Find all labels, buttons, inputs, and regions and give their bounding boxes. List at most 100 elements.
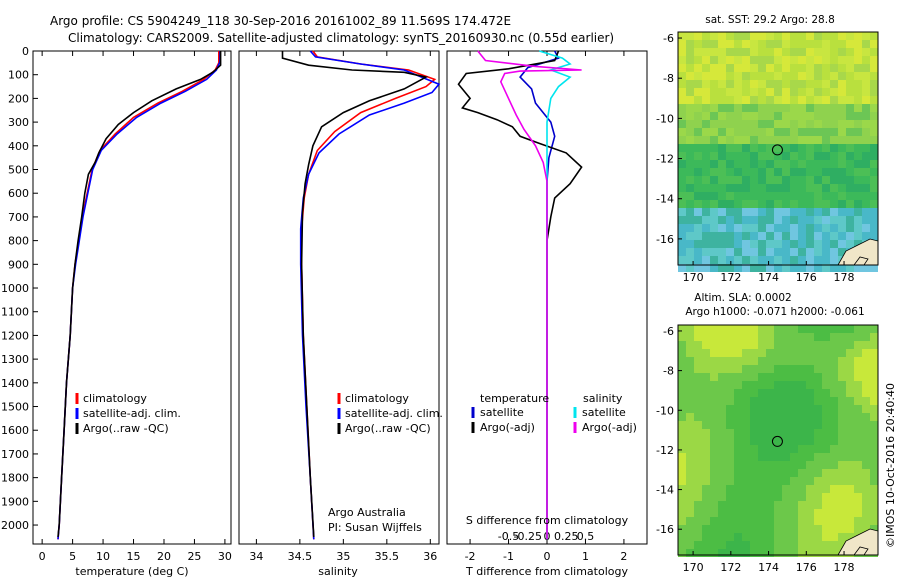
heatmap-cell bbox=[806, 80, 814, 88]
heatmap-cell bbox=[702, 533, 710, 541]
y-tick-label: 700 bbox=[8, 211, 29, 224]
heatmap-cell bbox=[806, 413, 814, 421]
y-tick-label: 900 bbox=[8, 258, 29, 271]
heatmap-cell bbox=[734, 533, 742, 541]
heatmap-cell bbox=[742, 397, 750, 405]
heatmap-cell bbox=[798, 56, 806, 64]
heatmap-cell bbox=[790, 469, 798, 477]
heatmap-cell bbox=[830, 397, 838, 405]
heatmap-cell bbox=[790, 48, 798, 56]
legend-label: satellite bbox=[480, 406, 524, 419]
heatmap-cell bbox=[830, 32, 838, 40]
heatmap-cell bbox=[854, 200, 862, 208]
heatmap-cell bbox=[774, 56, 782, 64]
heatmap-cell bbox=[694, 248, 702, 256]
heatmap-cell bbox=[750, 437, 758, 445]
heatmap-cell bbox=[798, 88, 806, 96]
heatmap-cell bbox=[854, 461, 862, 469]
heatmap-cell bbox=[742, 501, 750, 509]
heatmap-cell bbox=[758, 208, 766, 216]
heatmap-cell bbox=[766, 365, 774, 373]
heatmap-cell bbox=[774, 32, 782, 40]
heatmap-cell bbox=[758, 80, 766, 88]
heatmap-cell bbox=[822, 152, 830, 160]
heatmap-cell bbox=[870, 120, 878, 128]
heatmap-cell bbox=[830, 48, 838, 56]
heatmap-cell bbox=[830, 533, 838, 541]
heatmap-cell bbox=[798, 40, 806, 48]
heatmap-cell bbox=[678, 413, 686, 421]
heatmap-cell bbox=[726, 525, 734, 533]
heatmap-cell bbox=[854, 104, 862, 112]
salinity-lines bbox=[281, 50, 441, 540]
heatmap-cell bbox=[798, 549, 806, 557]
heatmap-cell bbox=[686, 152, 694, 160]
heatmap-cell bbox=[838, 333, 846, 341]
heatmap-cell bbox=[822, 256, 830, 264]
heatmap-cell bbox=[702, 413, 710, 421]
heatmap-cell bbox=[862, 381, 870, 389]
heatmap-cell bbox=[758, 349, 766, 357]
heatmap-cell bbox=[694, 64, 702, 72]
heatmap-cell bbox=[846, 413, 854, 421]
heatmap-cell bbox=[790, 224, 798, 232]
heatmap-cell bbox=[846, 208, 854, 216]
heatmap-cell bbox=[750, 112, 758, 120]
heatmap-cell bbox=[758, 469, 766, 477]
heatmap-cell bbox=[846, 264, 854, 272]
series-line-satellite-adj-clim- bbox=[299, 50, 441, 540]
heatmap-cell bbox=[750, 397, 758, 405]
heatmap-cell bbox=[822, 32, 830, 40]
heatmap-cell bbox=[854, 365, 862, 373]
heatmap-cell bbox=[822, 413, 830, 421]
heatmap-cell bbox=[718, 549, 726, 557]
heatmap-cell bbox=[742, 32, 750, 40]
heatmap-cell bbox=[862, 216, 870, 224]
heatmap-cell bbox=[742, 461, 750, 469]
heatmap-cell bbox=[862, 72, 870, 80]
heatmap-cell bbox=[790, 200, 798, 208]
heatmap-cell bbox=[726, 533, 734, 541]
heatmap-cell bbox=[710, 264, 718, 272]
heatmap-cell bbox=[766, 405, 774, 413]
heatmap-cell bbox=[694, 477, 702, 485]
heatmap-cell bbox=[742, 144, 750, 152]
heatmap-cell bbox=[734, 437, 742, 445]
heatmap-cell bbox=[790, 216, 798, 224]
heatmap-cell bbox=[790, 485, 798, 493]
heatmap-cell bbox=[726, 445, 734, 453]
heatmap-cell bbox=[838, 248, 846, 256]
heatmap-cell bbox=[718, 40, 726, 48]
argo-australia-note: Argo Australia bbox=[328, 506, 406, 519]
heatmap-cell bbox=[758, 104, 766, 112]
heatmap-cell bbox=[782, 485, 790, 493]
heatmap-cell bbox=[734, 48, 742, 56]
heatmap-cell bbox=[734, 373, 742, 381]
heatmap-cell bbox=[742, 349, 750, 357]
heatmap-cell bbox=[854, 224, 862, 232]
heatmap-cell bbox=[798, 349, 806, 357]
heatmap-cell bbox=[702, 373, 710, 381]
heatmap-cell bbox=[790, 152, 798, 160]
heatmap-cell bbox=[798, 200, 806, 208]
heatmap-cell bbox=[774, 64, 782, 72]
heatmap-cell bbox=[838, 264, 846, 272]
heatmap-cell bbox=[830, 224, 838, 232]
heatmap-cell bbox=[702, 48, 710, 56]
heatmap-cell bbox=[718, 373, 726, 381]
heatmap-cell bbox=[798, 72, 806, 80]
heatmap-cell bbox=[742, 453, 750, 461]
x-tick-label: 0 bbox=[544, 550, 551, 563]
heatmap-cell bbox=[862, 493, 870, 501]
heatmap-cell bbox=[846, 32, 854, 40]
heatmap-cell bbox=[702, 128, 710, 136]
heatmap-cell bbox=[694, 96, 702, 104]
heatmap-cell bbox=[710, 341, 718, 349]
heatmap-cell bbox=[718, 136, 726, 144]
y-tick-label: 1800 bbox=[1, 472, 29, 485]
heatmap-cell bbox=[814, 208, 822, 216]
heatmap-cell bbox=[734, 104, 742, 112]
heatmap-cell bbox=[830, 429, 838, 437]
heatmap-cell bbox=[830, 128, 838, 136]
heatmap-cell bbox=[862, 349, 870, 357]
